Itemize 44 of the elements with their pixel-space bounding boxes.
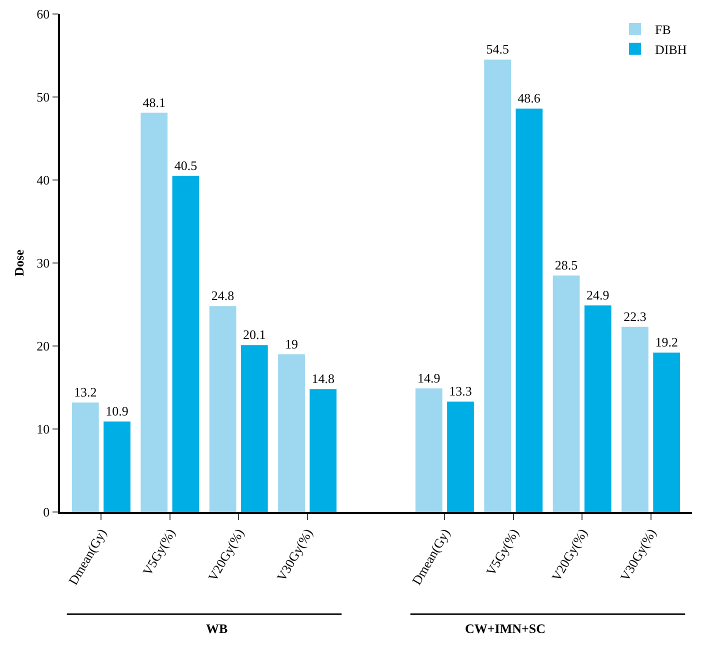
bar — [552, 275, 580, 512]
bar — [72, 402, 99, 512]
data-label: 40.5 — [174, 158, 198, 173]
bar — [104, 422, 130, 512]
bar — [622, 326, 648, 512]
data-label: 48.1 — [142, 94, 166, 110]
data-label: 20.1 — [243, 327, 266, 342]
data-label: 19.2 — [655, 334, 678, 350]
bar — [240, 345, 268, 512]
bar — [447, 402, 474, 512]
bar — [172, 176, 200, 512]
y-tick-label: 60 — [36, 6, 50, 22]
bar — [310, 389, 337, 512]
bar — [484, 60, 512, 512]
data-label: 19 — [285, 336, 298, 352]
y-tick-label: 0 — [43, 504, 50, 520]
data-label: 48.6 — [518, 90, 541, 106]
y-tick-label: 50 — [36, 90, 50, 105]
bar — [278, 354, 305, 512]
bar — [516, 108, 543, 512]
bar — [415, 388, 442, 512]
data-label: 13.3 — [449, 384, 472, 399]
bar — [140, 112, 168, 512]
y-tick-label: 10 — [36, 422, 50, 437]
data-label: 14.9 — [418, 370, 440, 386]
legend-label: DIBH — [655, 42, 687, 57]
bar — [584, 305, 612, 512]
data-label: 14.8 — [312, 371, 334, 386]
y-tick-label: 20 — [36, 338, 50, 354]
data-label: 24.9 — [586, 287, 610, 302]
data-label: 24.8 — [211, 288, 234, 304]
y-axis-title: Dose — [12, 249, 26, 276]
data-label: 10.9 — [106, 404, 128, 419]
data-label: 54.5 — [486, 42, 509, 57]
data-label: 22.3 — [624, 308, 646, 324]
legend-label: FB — [655, 22, 672, 38]
text: CW+IMN+SC — [465, 621, 546, 636]
y-tick-label: 40 — [36, 172, 50, 188]
bar — [653, 352, 680, 512]
bar — [209, 306, 236, 512]
data-label: 28.5 — [554, 257, 578, 272]
data-label: 13.2 — [74, 384, 97, 400]
y-tick-label: 30 — [36, 256, 50, 271]
text: WB — [206, 621, 228, 636]
